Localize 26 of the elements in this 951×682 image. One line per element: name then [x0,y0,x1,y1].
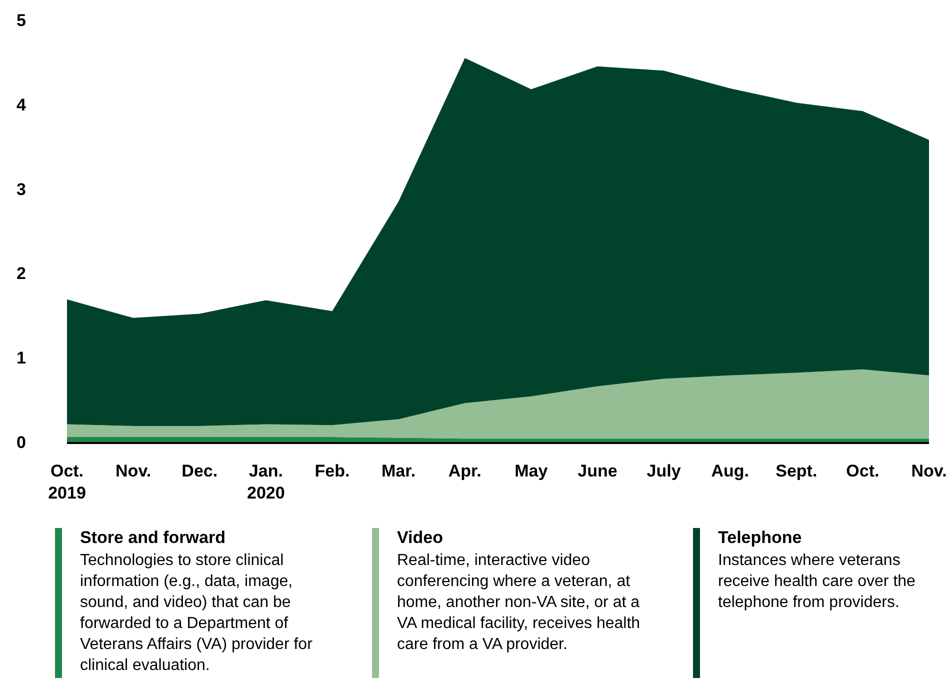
y-tick-label: 0 [16,432,26,452]
x-tick-label: Sept. [776,461,818,480]
x-tick-label: Jan. 2020 [247,461,285,502]
legend-label: Telephone [718,528,803,548]
legend-label: Store and forward [80,528,226,548]
x-tick-label: Nov. [911,461,947,480]
x-tick-label: Aug. [711,461,749,480]
x-tick-label: Oct. [846,461,880,480]
x-tick-label: July [646,461,682,480]
y-tick-label: 1 [16,348,26,368]
x-tick-label: May [514,461,548,480]
text: Instances where veterans receive health care over the telephone from providers. [718,551,916,613]
x-tick-label: Mar. [382,461,416,480]
text: Technologies to store clinical information (e.g., data, image, sound, and video) that can be forwarded to a Department of Veterans Affairs (VA) provider for clinical evaluation. [80,551,314,676]
text: Real-time, interactive video conferencing where a veteran, at home, another non-VA site, or at a VA medical facility, receives health care from a VA provider. [397,551,642,655]
x-tick-label: Nov. [116,461,152,480]
y-tick-label: 4 [16,95,27,114]
x-tick-label: Dec. [182,461,218,480]
y-tick-label: 3 [16,180,26,199]
y-tick-label: 2 [16,264,26,284]
legend-label: Video [397,528,444,548]
x-tick-label: June [578,461,618,480]
x-tick-label: Apr. [448,461,482,480]
y-tick-label: 5 [16,10,26,30]
x-tick-label: Feb. [314,461,350,480]
x-tick-label: Oct. 2019 [48,461,86,502]
